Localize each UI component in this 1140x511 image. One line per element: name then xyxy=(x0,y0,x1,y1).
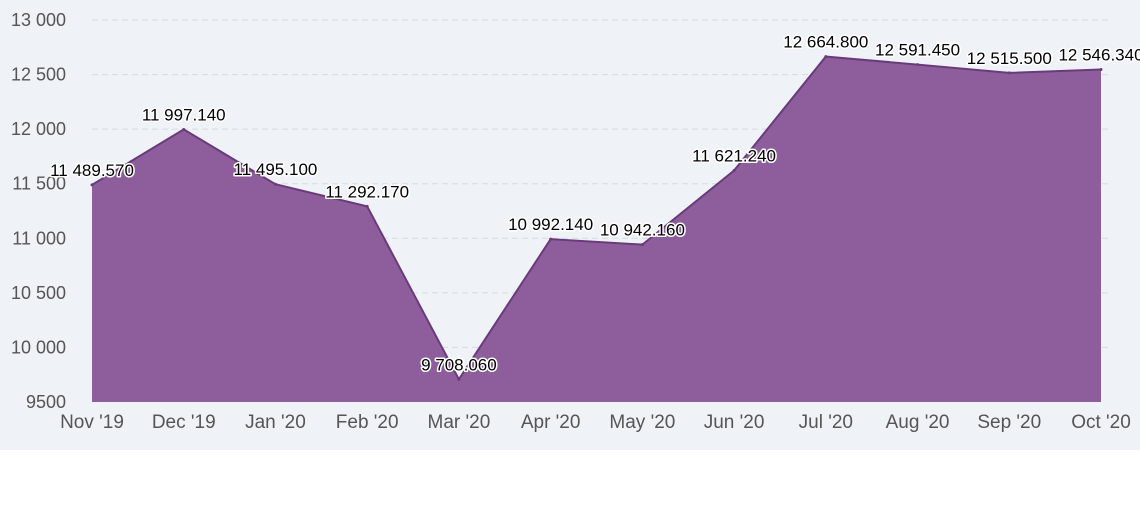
area-fill xyxy=(92,56,1101,402)
y-tick-label: 10 500 xyxy=(11,283,66,303)
chart-panel: 9500 10 000 10 500 11 000 11 500 12 000 12 500… xyxy=(0,0,1140,450)
data-label: 12 515.500 xyxy=(967,49,1052,68)
data-point xyxy=(1007,71,1011,75)
data-point xyxy=(365,204,369,208)
y-tick-label: 12 500 xyxy=(11,65,66,85)
data-label: 11 621.240 xyxy=(692,146,776,165)
data-label: 11 292.170 xyxy=(325,182,409,201)
data-point xyxy=(90,183,94,187)
x-tick-label: Jul '20 xyxy=(799,412,853,433)
y-tick-label: 10 000 xyxy=(11,337,66,357)
y-axis-ticks: 9500 10 000 10 500 11 000 11 500 12 000 12 500… xyxy=(11,10,66,412)
x-tick-label: Dec '19 xyxy=(152,412,216,433)
data-point xyxy=(273,182,277,186)
data-labels: 11 489.570 11 997.140 11 495.100 11 292.170… xyxy=(49,31,1140,376)
data-point xyxy=(732,168,736,172)
y-tick-label: 13 000 xyxy=(11,10,66,30)
data-label: 12 591.450 xyxy=(875,41,960,60)
data-label: 9 708.060 xyxy=(421,355,497,374)
x-tick-label: Sep '20 xyxy=(977,412,1041,433)
area-chart: 9500 10 000 10 500 11 000 11 500 12 000 12 500… xyxy=(11,10,1140,433)
x-axis-ticks: Nov '19 Dec '19 Jan '20 Feb '20 Mar '20 Apr '… xyxy=(60,412,1131,433)
series-line xyxy=(91,55,1102,382)
y-tick-label: 11 500 xyxy=(12,174,66,194)
area-series xyxy=(90,55,1103,402)
x-tick-label: Oct '20 xyxy=(1071,412,1131,433)
x-tick-label: May '20 xyxy=(609,412,675,433)
data-point xyxy=(640,243,644,247)
data-point xyxy=(549,237,553,241)
data-label: 10 992.140 xyxy=(508,215,593,234)
data-label: 11 997.140 xyxy=(142,105,226,124)
data-label: 10 942.160 xyxy=(600,221,685,240)
x-tick-label: Apr '20 xyxy=(521,412,581,433)
data-label: 12 546.340 xyxy=(1058,46,1140,65)
data-point xyxy=(457,377,461,381)
data-label: 11 495.100 xyxy=(234,160,318,179)
y-tick-label: 11 000 xyxy=(12,228,66,248)
y-tick-label: 12 000 xyxy=(11,119,66,139)
data-point xyxy=(916,63,920,67)
x-tick-label: Jan '20 xyxy=(245,412,306,433)
data-point xyxy=(182,127,186,131)
data-label: 12 664.800 xyxy=(783,33,868,52)
data-point xyxy=(1099,68,1103,72)
x-tick-label: Nov '19 xyxy=(60,412,124,433)
x-tick-label: Mar '20 xyxy=(428,412,491,433)
x-tick-label: Feb '20 xyxy=(336,412,399,433)
y-tick-label: 9500 xyxy=(26,392,66,412)
x-tick-label: Jun '20 xyxy=(704,412,765,433)
x-tick-label: Aug '20 xyxy=(886,412,950,433)
data-label: 11 489.570 xyxy=(50,161,134,180)
data-point xyxy=(824,55,828,59)
